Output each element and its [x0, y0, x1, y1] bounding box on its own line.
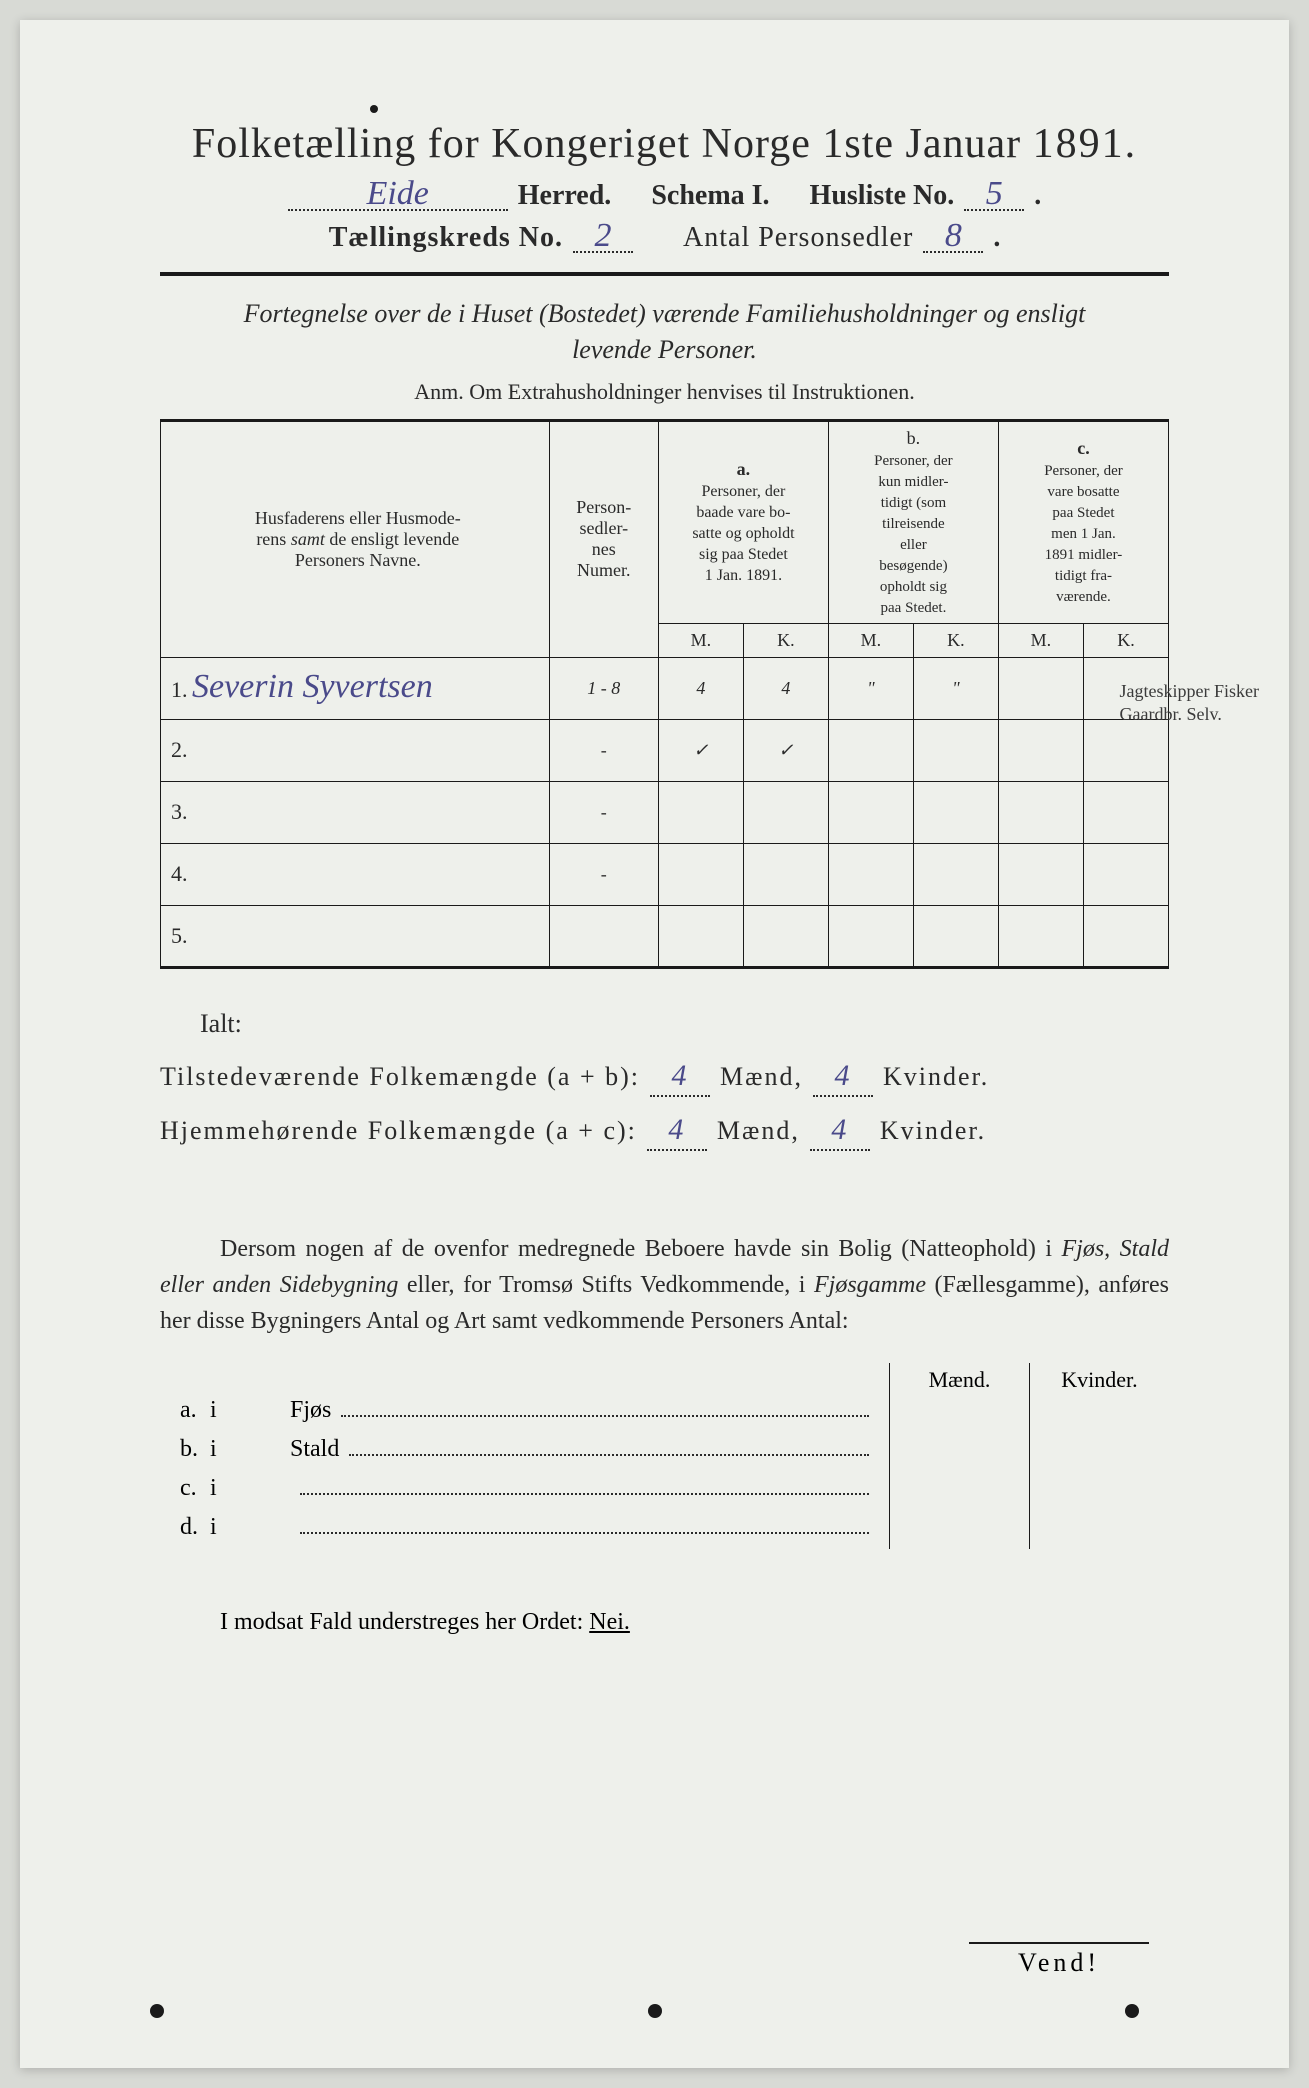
mk-columns: Mænd. Kvinder.	[889, 1363, 1169, 1549]
th-cm: M.	[998, 623, 1083, 657]
table-row: 1. Severin Syvertsen 1 - 8 4 4 " "	[161, 657, 1169, 719]
herred-value: Eide	[288, 180, 508, 211]
th-b: b. Personer, derkun midler-tidigt (somti…	[828, 420, 998, 623]
description: Fortegnelse over de i Huset (Bostedet) v…	[160, 296, 1169, 369]
building-paragraph: Dersom nogen af de ovenfor medregnede Be…	[160, 1231, 1169, 1339]
husliste-label: Husliste No.	[810, 180, 955, 212]
building-row: b. i Stald	[160, 1432, 869, 1463]
punch-hole-icon	[648, 2004, 662, 2018]
table-row: 2. - ✓ ✓	[161, 719, 1169, 781]
th-num: Person-sedler-nesNumer.	[549, 420, 658, 657]
th-am: M.	[658, 623, 743, 657]
kreds-line: Tællingskreds No. 2 Antal Personsedler 8…	[160, 222, 1169, 254]
annotation-note: Anm. Om Extrahusholdninger henvises til …	[160, 379, 1169, 405]
herred-line: Eide Herred. Schema I. Husliste No. 5 .	[160, 180, 1169, 212]
th-name: Husfaderens eller Husmode-rens samt de e…	[161, 420, 550, 657]
punch-hole-icon	[150, 2004, 164, 2018]
punch-hole-icon	[1125, 2004, 1139, 2018]
kreds-value: 2	[573, 222, 633, 253]
husliste-value: 5	[964, 180, 1024, 211]
totals-present: Tilstedeværende Folkemængde (a + b): 4 M…	[160, 1059, 1169, 1097]
nei-line: I modsat Fald understreges her Ordet: Ne…	[160, 1609, 1169, 1636]
maend-col: Mænd.	[890, 1363, 1030, 1549]
ialt-label: Ialt:	[200, 1009, 1169, 1039]
totals-section: Ialt: Tilstedeværende Folkemængde (a + b…	[160, 1009, 1169, 1151]
building-section: a. i Fjøs b. i Stald c. i d. i	[160, 1363, 1169, 1549]
building-row: a. i Fjøs	[160, 1393, 869, 1424]
th-bm: M.	[828, 623, 913, 657]
th-c: c. Personer, dervare bosattepaa Stedetme…	[998, 420, 1168, 623]
kreds-label: Tællingskreds No.	[329, 222, 563, 254]
table-body: 1. Severin Syvertsen 1 - 8 4 4 " " 2. - …	[161, 657, 1169, 967]
schema-label: Schema I.	[651, 180, 769, 212]
table-row: 5.	[161, 905, 1169, 967]
turn-over-label: Vend!	[969, 1942, 1149, 1978]
totals-resident: Hjemmehørende Folkemængde (a + c): 4 Mæn…	[160, 1113, 1169, 1151]
personsedler-value: 8	[923, 222, 983, 253]
building-list: a. i Fjøs b. i Stald c. i d. i	[160, 1363, 889, 1549]
margin-annotation: Jagteskipper Fisker Gaardbr. Selv.	[1120, 680, 1259, 727]
building-row: c. i	[160, 1471, 869, 1502]
herred-label: Herred.	[518, 180, 612, 212]
title-text: Folketælling for Kongeriget Norge 1ste J…	[192, 121, 1021, 167]
building-row: d. i	[160, 1510, 869, 1541]
th-ak: K.	[743, 623, 828, 657]
divider-1	[160, 272, 1169, 276]
th-bk: K.	[913, 623, 998, 657]
personsedler-label: Antal Personsedler	[683, 222, 913, 254]
kvinder-col: Kvinder.	[1030, 1363, 1169, 1549]
title-year: 1891.	[1033, 121, 1138, 167]
stray-mark	[370, 105, 378, 113]
census-form-page: Folketælling for Kongeriget Norge 1ste J…	[20, 20, 1289, 2068]
th-a: a. Personer, derbaade vare bo-satte og o…	[658, 420, 828, 623]
table-row: 4. -	[161, 843, 1169, 905]
th-ck: K.	[1083, 623, 1168, 657]
table-row: 3. -	[161, 781, 1169, 843]
household-table: Husfaderens eller Husmode-rens samt de e…	[160, 419, 1169, 969]
page-title: Folketælling for Kongeriget Norge 1ste J…	[160, 120, 1169, 168]
